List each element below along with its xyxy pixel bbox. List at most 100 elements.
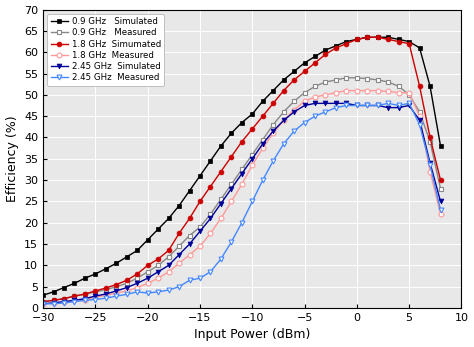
1.8 GHz  Measured — [92, 295, 98, 299]
2.45 GHz  Simulated — [344, 101, 349, 105]
2.45 GHz  Simulated — [270, 129, 276, 133]
1.8 GHz  Simumated — [375, 35, 381, 39]
0.9 GHz   Simulated — [239, 120, 245, 125]
1.8 GHz  Measured — [239, 182, 245, 186]
0.9 GHz   Measured — [249, 152, 255, 156]
2.45 GHz  Simulated — [197, 229, 203, 234]
0.9 GHz   Simulated — [82, 276, 88, 280]
2.45 GHz  Measured — [92, 297, 98, 302]
0.9 GHz   Measured — [365, 77, 370, 81]
1.8 GHz  Simumated — [145, 263, 151, 268]
1.8 GHz  Measured — [375, 88, 381, 93]
2.45 GHz  Simulated — [239, 172, 245, 176]
0.9 GHz   Simulated — [197, 174, 203, 178]
0.9 GHz   Simulated — [365, 35, 370, 39]
2.45 GHz  Simulated — [228, 187, 234, 191]
2.45 GHz  Measured — [260, 178, 265, 182]
1.8 GHz  Simumated — [302, 69, 308, 74]
2.45 GHz  Simulated — [354, 103, 360, 108]
0.9 GHz   Measured — [438, 187, 443, 191]
2.45 GHz  Measured — [197, 276, 203, 280]
2.45 GHz  Measured — [396, 103, 401, 108]
1.8 GHz  Measured — [228, 199, 234, 203]
0.9 GHz   Simulated — [166, 217, 172, 221]
2.45 GHz  Measured — [281, 142, 286, 146]
2.45 GHz  Simulated — [218, 202, 224, 206]
0.9 GHz   Measured — [344, 76, 349, 80]
2.45 GHz  Measured — [344, 103, 349, 108]
Line: 0.9 GHz   Simulated: 0.9 GHz Simulated — [41, 35, 443, 298]
1.8 GHz  Simumated — [260, 114, 265, 118]
0.9 GHz   Simulated — [113, 261, 119, 265]
1.8 GHz  Measured — [208, 231, 213, 236]
0.9 GHz   Measured — [155, 263, 161, 268]
1.8 GHz  Simumated — [218, 169, 224, 174]
Line: 2.45 GHz  Simulated: 2.45 GHz Simulated — [41, 101, 443, 306]
2.45 GHz  Measured — [166, 288, 172, 292]
1.8 GHz  Measured — [249, 163, 255, 167]
0.9 GHz   Simulated — [281, 78, 286, 82]
1.8 GHz  Simumated — [323, 52, 328, 57]
1.8 GHz  Simumated — [82, 292, 88, 296]
1.8 GHz  Simumated — [176, 231, 182, 236]
0.9 GHz   Measured — [135, 276, 140, 280]
2.45 GHz  Simulated — [176, 253, 182, 257]
0.9 GHz   Measured — [72, 294, 77, 298]
2.45 GHz  Simulated — [333, 101, 339, 105]
0.9 GHz   Simulated — [72, 281, 77, 285]
0.9 GHz   Simulated — [228, 131, 234, 135]
1.8 GHz  Measured — [323, 93, 328, 97]
0.9 GHz   Measured — [113, 285, 119, 289]
2.45 GHz  Simulated — [72, 298, 77, 303]
2.45 GHz  Simulated — [61, 299, 67, 304]
2.45 GHz  Simulated — [113, 289, 119, 293]
1.8 GHz  Measured — [312, 95, 318, 99]
1.8 GHz  Simumated — [51, 298, 56, 303]
0.9 GHz   Measured — [166, 255, 172, 259]
0.9 GHz   Measured — [218, 197, 224, 201]
2.45 GHz  Measured — [239, 221, 245, 225]
1.8 GHz  Measured — [61, 299, 67, 304]
2.45 GHz  Simulated — [438, 199, 443, 203]
0.9 GHz   Simulated — [302, 61, 308, 65]
1.8 GHz  Measured — [354, 88, 360, 93]
0.9 GHz   Simulated — [260, 99, 265, 103]
2.45 GHz  Measured — [228, 240, 234, 244]
1.8 GHz  Measured — [82, 297, 88, 302]
2.45 GHz  Measured — [135, 290, 140, 294]
1.8 GHz  Measured — [197, 244, 203, 248]
1.8 GHz  Measured — [176, 261, 182, 265]
0.9 GHz   Simulated — [92, 272, 98, 276]
1.8 GHz  Measured — [218, 217, 224, 221]
1.8 GHz  Measured — [155, 276, 161, 280]
1.8 GHz  Simumated — [208, 184, 213, 188]
1.8 GHz  Simumated — [40, 299, 46, 304]
0.9 GHz   Measured — [197, 225, 203, 229]
Y-axis label: Efficiency (%): Efficiency (%) — [6, 116, 18, 202]
2.45 GHz  Measured — [375, 103, 381, 108]
2.45 GHz  Measured — [176, 285, 182, 289]
2.45 GHz  Simulated — [40, 302, 46, 306]
2.45 GHz  Measured — [270, 159, 276, 163]
2.45 GHz  Simulated — [166, 263, 172, 268]
0.9 GHz   Simulated — [385, 35, 391, 39]
2.45 GHz  Simulated — [135, 281, 140, 285]
2.45 GHz  Simulated — [145, 276, 151, 280]
2.45 GHz  Measured — [406, 101, 412, 105]
1.8 GHz  Measured — [281, 118, 286, 122]
2.45 GHz  Measured — [51, 302, 56, 306]
1.8 GHz  Measured — [145, 281, 151, 285]
1.8 GHz  Simumated — [166, 248, 172, 253]
1.8 GHz  Simumated — [103, 286, 109, 290]
0.9 GHz   Measured — [124, 281, 129, 285]
2.45 GHz  Measured — [208, 270, 213, 274]
1.8 GHz  Simumated — [354, 37, 360, 42]
X-axis label: Input Power (dBm): Input Power (dBm) — [194, 329, 310, 341]
2.45 GHz  Simulated — [281, 118, 286, 122]
1.8 GHz  Measured — [344, 88, 349, 93]
2.45 GHz  Measured — [333, 105, 339, 110]
1.8 GHz  Simumated — [396, 40, 401, 44]
2.45 GHz  Measured — [427, 163, 433, 167]
1.8 GHz  Measured — [438, 212, 443, 216]
2.45 GHz  Measured — [82, 298, 88, 303]
